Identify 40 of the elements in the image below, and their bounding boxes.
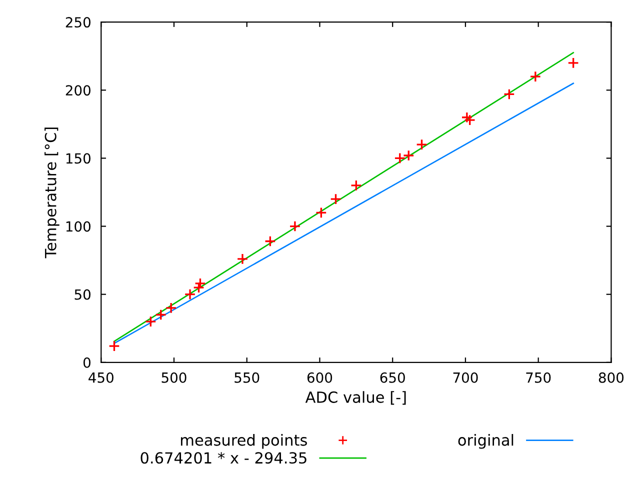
x-tick-label: 600: [307, 372, 332, 383]
y-tick-label: 50: [74, 289, 90, 300]
point: [530, 70, 542, 82]
y-tick-label: 0: [83, 357, 90, 368]
point: [165, 302, 177, 314]
point: [461, 112, 473, 124]
point: [315, 206, 327, 218]
x-tick-label: 450: [88, 372, 114, 383]
legend-label: original: [458, 434, 514, 449]
x-tick-label: 800: [598, 372, 624, 383]
point: [155, 309, 167, 320]
point: [416, 138, 428, 150]
point: [402, 150, 414, 162]
x-tick-label: 750: [526, 372, 551, 383]
legend-label: 0.674201 * x - 294.35: [140, 452, 306, 464]
point: [330, 193, 342, 205]
point: [503, 88, 515, 100]
y-axis-title: Temperature [°C]: [44, 128, 60, 258]
point: [264, 236, 276, 247]
point: [236, 253, 248, 265]
point: [184, 288, 196, 300]
x-tick-label: 650: [380, 372, 405, 383]
y-tick-label: 200: [66, 85, 90, 96]
point: [394, 152, 406, 164]
point: [289, 220, 301, 232]
point: [144, 316, 156, 328]
point: [193, 282, 205, 294]
x-tick-label: 700: [453, 372, 478, 383]
x-tick-label: 500: [162, 372, 186, 383]
point: [568, 57, 580, 69]
point: [108, 340, 120, 352]
x-axis-title: ADC value [-]: [305, 391, 406, 405]
point: [350, 180, 362, 192]
y-tick-label: 150: [66, 153, 90, 164]
y-tick-label: 100: [66, 221, 90, 232]
point: [194, 278, 206, 290]
point: [464, 114, 476, 126]
x-tick-label: 550: [234, 372, 260, 383]
y-tick-label: 250: [66, 17, 90, 28]
legend-label: measured points: [180, 434, 307, 449]
